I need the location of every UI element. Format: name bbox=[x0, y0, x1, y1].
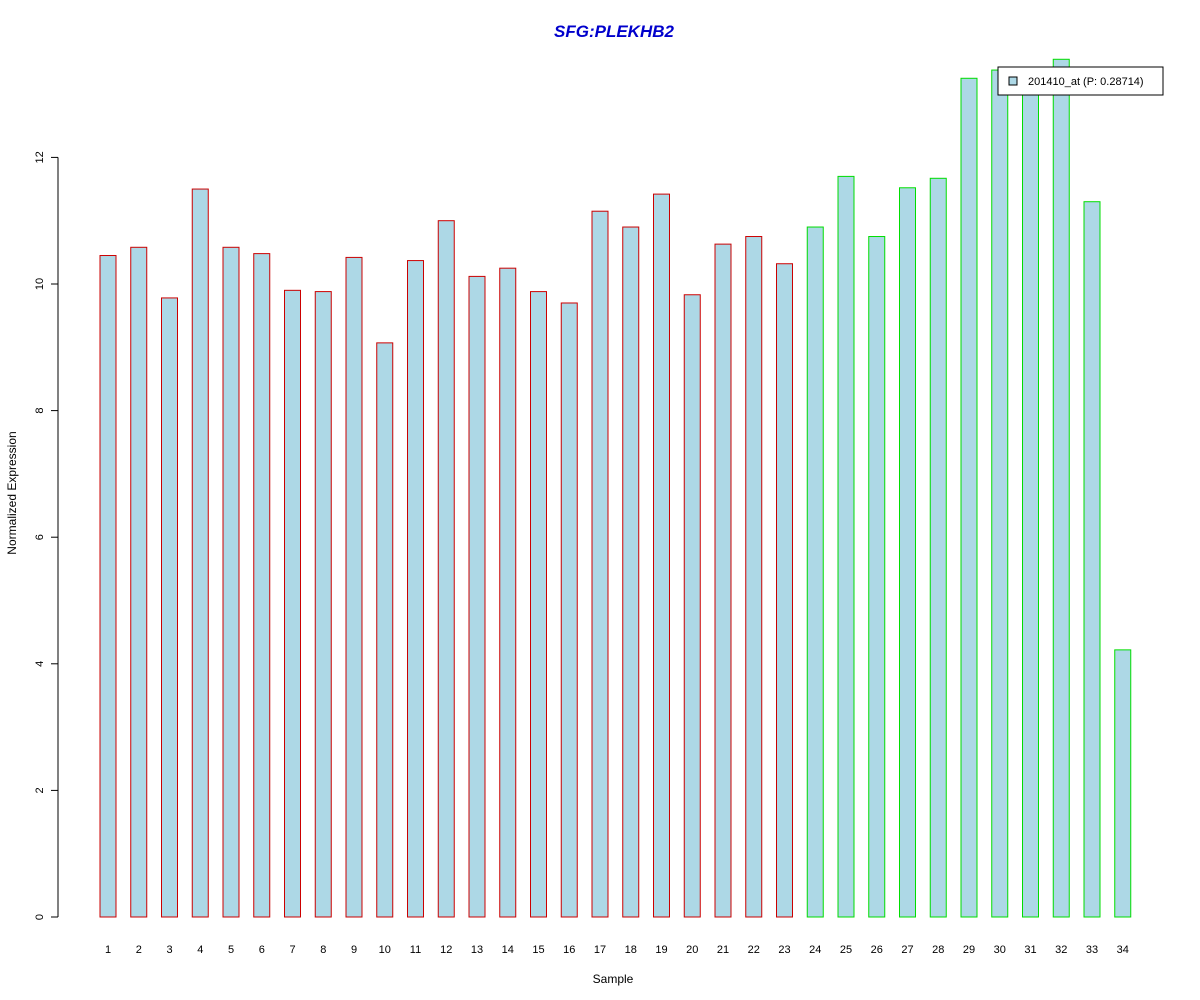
x-tick-label: 14 bbox=[502, 944, 514, 956]
y-tick-label: 8 bbox=[34, 408, 46, 414]
bar-sample-14 bbox=[499, 267, 517, 918]
y-axis: 0 2 4 6 8 10 12 bbox=[34, 151, 59, 920]
bar-sample-9 bbox=[345, 256, 363, 918]
legend: 201410_at (P: 0.28714) bbox=[997, 66, 1164, 96]
x-tick-label: 12 bbox=[440, 944, 452, 956]
x-tick-label: 2 bbox=[136, 944, 142, 956]
y-axis-label: Normalized Expression bbox=[5, 431, 19, 554]
x-tick-label: 13 bbox=[471, 944, 483, 956]
x-tick-label: 20 bbox=[686, 944, 698, 956]
x-tick-label: 17 bbox=[594, 944, 606, 956]
x-tick-label: 23 bbox=[778, 944, 790, 956]
bar-sample-28 bbox=[929, 177, 947, 918]
x-tick-label: 4 bbox=[197, 944, 203, 956]
y-tick-label: 12 bbox=[34, 151, 46, 163]
bar-sample-2 bbox=[130, 246, 148, 918]
bars-group bbox=[99, 58, 1132, 918]
bar-sample-25 bbox=[837, 175, 855, 918]
legend-swatch bbox=[1008, 76, 1018, 86]
bar-sample-13 bbox=[468, 275, 486, 918]
bar-sample-10 bbox=[376, 342, 394, 918]
chart-title: SFG:PLEKHB2 bbox=[554, 22, 675, 41]
x-tick-label: 7 bbox=[289, 944, 295, 956]
y-tick-label: 0 bbox=[34, 914, 46, 920]
x-tick-label: 22 bbox=[748, 944, 760, 956]
bar-sample-6 bbox=[253, 253, 271, 918]
bar-sample-31 bbox=[1022, 77, 1039, 918]
x-tick-label: 1 bbox=[105, 944, 111, 956]
bar-sample-24 bbox=[806, 226, 824, 918]
x-tick-label: 3 bbox=[166, 944, 172, 956]
x-tick-label: 33 bbox=[1086, 944, 1098, 956]
y-tick-label: 4 bbox=[34, 661, 46, 667]
bar-sample-26 bbox=[868, 236, 886, 918]
x-tick-label: 10 bbox=[379, 944, 391, 956]
legend-box bbox=[997, 66, 1164, 96]
bar-sample-16 bbox=[560, 302, 578, 918]
x-tick-label: 27 bbox=[901, 944, 913, 956]
bar-sample-7 bbox=[284, 289, 301, 918]
bar-sample-3 bbox=[161, 297, 178, 918]
bar-sample-33 bbox=[1083, 201, 1101, 918]
x-tick-label: 16 bbox=[563, 944, 575, 956]
x-tick-label: 26 bbox=[871, 944, 883, 956]
bar-sample-18 bbox=[622, 226, 640, 918]
bar-sample-15 bbox=[530, 291, 547, 918]
bar-sample-17 bbox=[591, 210, 609, 918]
x-tick-label: 32 bbox=[1055, 944, 1067, 956]
y-tick-label: 10 bbox=[34, 278, 46, 290]
bar-sample-34 bbox=[1114, 649, 1132, 918]
x-tick-label: 25 bbox=[840, 944, 852, 956]
x-tick-label: 21 bbox=[717, 944, 729, 956]
x-tick-label: 28 bbox=[932, 944, 944, 956]
bar-sample-1 bbox=[99, 255, 117, 918]
x-tick-label: 19 bbox=[655, 944, 667, 956]
bar-sample-30 bbox=[991, 69, 1009, 918]
bar-sample-32 bbox=[1052, 58, 1070, 918]
x-tick-label: 31 bbox=[1024, 944, 1036, 956]
bar-sample-27 bbox=[899, 187, 916, 918]
legend-label: 201410_at (P: 0.28714) bbox=[1028, 76, 1144, 88]
bar-sample-4 bbox=[191, 188, 209, 918]
x-tick-label: 5 bbox=[228, 944, 234, 956]
x-tick-label: 15 bbox=[532, 944, 544, 956]
x-tick-label: 29 bbox=[963, 944, 975, 956]
bar-sample-22 bbox=[745, 236, 763, 918]
bar-sample-19 bbox=[653, 193, 670, 918]
x-tick-label: 30 bbox=[994, 944, 1006, 956]
y-tick-label: 6 bbox=[34, 534, 46, 540]
x-tick-label: 34 bbox=[1117, 944, 1129, 956]
x-tick-label: 11 bbox=[410, 944, 421, 956]
x-tick-label: 6 bbox=[259, 944, 265, 956]
y-tick-label: 2 bbox=[34, 787, 46, 793]
bar-sample-8 bbox=[314, 291, 332, 918]
bar-sample-5 bbox=[222, 246, 240, 918]
bar-sample-21 bbox=[714, 243, 732, 918]
bar-sample-29 bbox=[960, 77, 978, 918]
bar-sample-11 bbox=[407, 260, 424, 918]
x-tick-label: 8 bbox=[320, 944, 326, 956]
x-tick-label: 24 bbox=[809, 944, 821, 956]
x-tick-label: 18 bbox=[625, 944, 637, 956]
bar-sample-20 bbox=[683, 294, 701, 918]
bar-sample-23 bbox=[776, 263, 793, 918]
bar-sample-12 bbox=[437, 220, 455, 918]
x-axis-label: Sample bbox=[593, 972, 634, 986]
x-tick-label: 9 bbox=[351, 944, 357, 956]
x-tick-labels: 1 2 3 4 5 6 7 8 9 10 11 12 13 14 15 16 17 18 19 20 21 22 23 24 2… bbox=[105, 944, 1129, 956]
